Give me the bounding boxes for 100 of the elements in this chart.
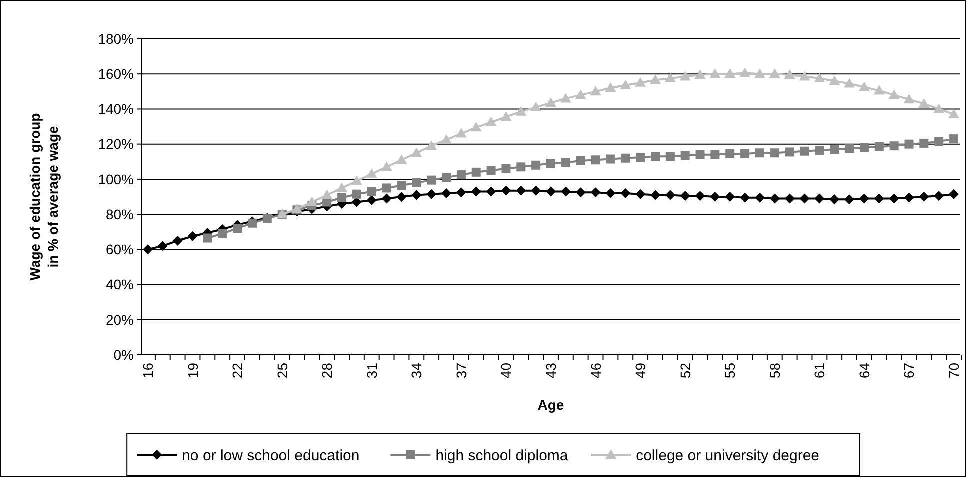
point (500, 112, 512, 122)
x-tick-label: 43 (543, 362, 559, 379)
point (472, 168, 481, 177)
point (381, 162, 392, 172)
point (680, 191, 690, 202)
point (233, 224, 242, 234)
point (203, 234, 212, 243)
point (755, 148, 764, 158)
point (769, 68, 780, 78)
point (456, 128, 467, 138)
point (158, 241, 168, 252)
point (456, 188, 466, 198)
point (874, 85, 885, 95)
x-tick-label: 67 (901, 362, 918, 379)
point (546, 159, 556, 168)
point (665, 190, 676, 200)
point (904, 94, 915, 104)
point (531, 186, 542, 196)
point (591, 156, 600, 165)
point (576, 188, 586, 198)
point (830, 145, 840, 154)
point (352, 190, 362, 199)
point (918, 98, 930, 108)
point (366, 196, 377, 206)
point (352, 197, 362, 208)
y-tick-label: 0% (114, 346, 134, 363)
point (770, 194, 780, 204)
point (188, 232, 198, 242)
point (412, 190, 422, 200)
point (218, 229, 228, 238)
point (754, 192, 765, 203)
legend-label: no or low school education (182, 447, 360, 464)
point (442, 188, 452, 198)
y-tick-label: 100% (98, 171, 134, 188)
point (784, 194, 795, 204)
point (726, 149, 735, 158)
point (621, 154, 630, 163)
point (799, 71, 810, 81)
point (636, 153, 646, 162)
point (694, 69, 706, 79)
point (351, 176, 362, 186)
point (874, 194, 884, 204)
point (919, 192, 930, 202)
point (829, 76, 840, 86)
point (784, 69, 796, 79)
point (456, 170, 466, 180)
point (606, 154, 616, 164)
point (950, 134, 959, 144)
point (710, 192, 720, 202)
point (366, 168, 378, 178)
point (814, 73, 826, 82)
point (575, 90, 586, 100)
point (710, 150, 720, 160)
point (860, 143, 869, 152)
point (561, 158, 570, 168)
point (486, 166, 496, 176)
point (874, 142, 884, 152)
x-tick-label: 16 (140, 362, 156, 379)
point (948, 108, 960, 118)
point (664, 73, 676, 82)
point (770, 148, 780, 158)
point (502, 164, 511, 174)
point (426, 189, 437, 200)
point (650, 152, 660, 162)
point (442, 173, 452, 182)
point (412, 178, 422, 188)
point (501, 186, 512, 196)
point (516, 106, 527, 116)
y-tick-label: 40% (106, 276, 134, 293)
x-tick-label: 52 (677, 362, 694, 379)
point (845, 144, 854, 154)
point (740, 192, 750, 203)
y-tick-label: 140% (98, 101, 134, 118)
x-tick-label: 55 (722, 362, 738, 379)
point (367, 187, 376, 196)
x-tick-label: 25 (274, 362, 290, 379)
point (888, 90, 900, 100)
x-tick-label: 34 (408, 362, 425, 379)
point (576, 156, 586, 166)
point (471, 186, 482, 197)
x-tick-label: 46 (588, 362, 604, 379)
point (382, 184, 392, 193)
point (650, 74, 661, 84)
point (516, 186, 526, 196)
point (800, 146, 810, 156)
point (740, 68, 751, 78)
x-tick-label: 37 (453, 362, 470, 379)
point (815, 146, 824, 155)
point (949, 189, 960, 200)
point (411, 148, 422, 158)
point (396, 154, 408, 164)
point (172, 236, 183, 246)
x-tick-label: 49 (632, 362, 649, 379)
point (889, 194, 900, 204)
point (680, 151, 690, 160)
x-tick-label: 64 (856, 362, 872, 379)
point (396, 192, 407, 202)
point (920, 138, 929, 148)
point (858, 82, 870, 92)
point (516, 162, 526, 172)
